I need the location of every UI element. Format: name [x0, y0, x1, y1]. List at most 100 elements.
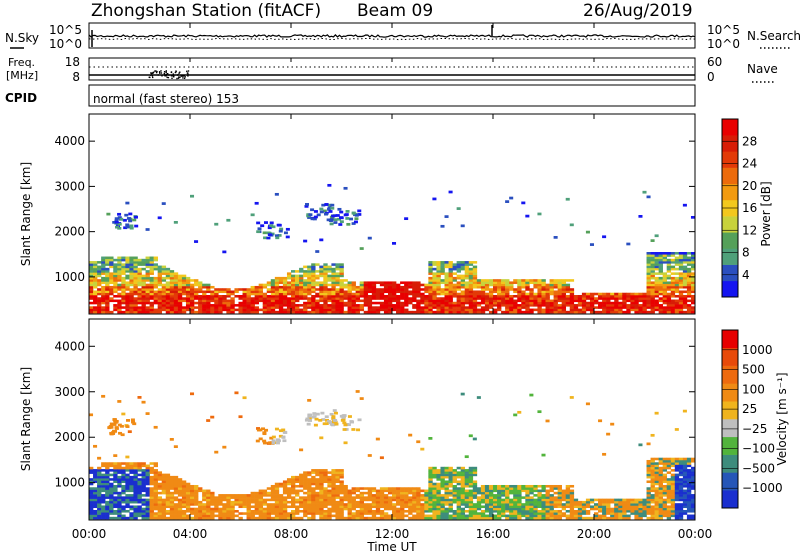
velocity-cell [686, 516, 692, 520]
velocity-cell [436, 496, 441, 499]
velocity-cell [303, 487, 308, 490]
power-cell [278, 310, 284, 314]
power-cell [472, 308, 478, 312]
velocity-cell [432, 514, 437, 518]
power-cell [93, 295, 98, 298]
velocity-cell [662, 484, 668, 488]
power-cell [436, 299, 441, 303]
velocity-cell [400, 512, 405, 515]
power-cell [291, 292, 296, 296]
velocity-cell [436, 514, 441, 518]
velocity-cell [327, 478, 332, 481]
velocity-cell [468, 469, 474, 472]
velocity-cell [173, 496, 179, 499]
power-cell [476, 310, 482, 314]
velocity-cell [161, 507, 167, 511]
power-cell [662, 295, 668, 298]
power-cell [141, 292, 146, 296]
power-cell [480, 292, 486, 296]
power-cell [105, 304, 110, 307]
velocity-cell [686, 484, 692, 488]
power-cell [424, 288, 429, 291]
velocity-cell [565, 514, 571, 518]
velocity-cell [440, 514, 445, 518]
power-cell [218, 299, 223, 303]
velocity-cell [650, 494, 655, 497]
power-cell [266, 236, 271, 240]
velocity-cell [541, 496, 546, 499]
power-cell [416, 304, 421, 307]
power-cell [218, 304, 223, 307]
velocity-cell [242, 396, 247, 400]
power-cell [161, 299, 167, 303]
power-cell [250, 304, 255, 307]
power-cell [93, 301, 98, 305]
velocity-cell [456, 510, 461, 513]
power-cell [326, 218, 331, 222]
power-cell [218, 288, 223, 291]
velocity-cell [630, 500, 635, 504]
velocity-cell [638, 498, 643, 502]
velocity-cell [315, 510, 320, 513]
velocity-cell [533, 505, 538, 509]
velocity-cell [226, 510, 231, 513]
velocity-cell [133, 507, 138, 511]
velocity-cell [262, 503, 268, 506]
power-cell [537, 310, 542, 314]
velocity-cell [307, 482, 312, 486]
power-cell [222, 297, 227, 300]
power-cell [658, 285, 663, 289]
velocity-cell [286, 514, 292, 518]
power-cell [686, 285, 692, 289]
power-cell [129, 224, 134, 228]
velocity-cell [169, 505, 175, 509]
velocity-cell [335, 516, 340, 520]
velocity-cell [89, 503, 94, 506]
velocity-cell [117, 496, 122, 499]
power-cell [436, 276, 441, 280]
velocity-cell [557, 496, 562, 499]
velocity-cell [165, 510, 171, 513]
freq-strip: 18 8 60 0 Freq. [MHz] Nave [6, 55, 778, 84]
velocity-cell [452, 469, 457, 472]
velocity-cell [513, 507, 518, 511]
power-cell [553, 301, 558, 305]
power-cell [169, 299, 175, 303]
power-cell [686, 295, 692, 298]
velocity-cell [161, 475, 167, 479]
velocity-cell [565, 500, 571, 504]
velocity-cell [444, 469, 449, 472]
velocity-cell [347, 516, 352, 520]
velocity-cell [105, 496, 110, 499]
velocity-cell [153, 482, 158, 486]
power-cell [270, 283, 276, 287]
velocity-cell [642, 514, 647, 518]
velocity-cell [202, 505, 207, 509]
power-cell [165, 295, 171, 298]
velocity-cell [565, 498, 571, 502]
power-cell [472, 281, 478, 284]
power-cell [242, 310, 247, 314]
power-cell [149, 267, 154, 271]
velocity-cell [428, 516, 433, 520]
cpid-strip: CPID normal (fast stereo) 153 [5, 84, 696, 107]
power-cell [448, 274, 453, 278]
power-cell [577, 297, 583, 300]
velocity-cell [682, 484, 688, 488]
velocity-cell [618, 507, 623, 511]
power-cell [416, 295, 421, 298]
power-cell [654, 258, 659, 262]
velocity-cell [331, 473, 336, 477]
power-cell [254, 306, 259, 309]
velocity-cell [618, 498, 623, 502]
power-cell [392, 283, 397, 287]
power-cell [642, 301, 647, 305]
velocity-cell [281, 428, 286, 432]
power-cell [327, 183, 332, 187]
velocity-cell [396, 494, 401, 497]
velocity-cell [230, 512, 235, 515]
velocity-cell [149, 496, 154, 499]
power-cell [501, 297, 506, 300]
power-cell [165, 304, 171, 307]
power-cell [545, 292, 550, 296]
